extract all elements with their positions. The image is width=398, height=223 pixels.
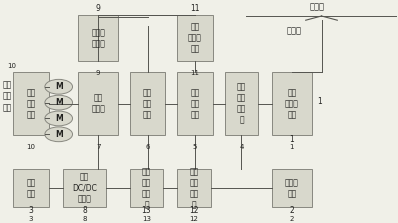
Text: 第一
预充
电装
置: 第一 预充 电装 置 xyxy=(237,83,246,125)
Text: M: M xyxy=(55,114,62,123)
FancyBboxPatch shape xyxy=(78,72,118,135)
Text: 6: 6 xyxy=(145,144,150,150)
Text: 2: 2 xyxy=(289,206,294,215)
Text: M: M xyxy=(55,98,62,107)
FancyBboxPatch shape xyxy=(130,72,166,135)
FancyBboxPatch shape xyxy=(272,169,312,207)
Text: 储能
装置: 储能 装置 xyxy=(26,178,36,198)
Text: 10: 10 xyxy=(7,63,16,69)
Text: 过压抑
制电路: 过压抑 制电路 xyxy=(91,28,105,48)
FancyBboxPatch shape xyxy=(62,169,106,207)
Text: 四象
限整
流器: 四象 限整 流器 xyxy=(190,88,200,119)
Circle shape xyxy=(45,95,72,110)
Text: 2: 2 xyxy=(290,216,294,222)
Text: 1: 1 xyxy=(290,144,294,150)
Text: 12: 12 xyxy=(189,216,199,222)
FancyBboxPatch shape xyxy=(78,15,118,61)
Text: 第三
预充
电装
置: 第三 预充 电装 置 xyxy=(142,167,151,209)
FancyBboxPatch shape xyxy=(177,15,213,61)
Text: 12: 12 xyxy=(189,206,199,215)
Text: 10: 10 xyxy=(27,144,35,150)
Text: 牵引
变压器
接口: 牵引 变压器 接口 xyxy=(285,88,299,119)
Circle shape xyxy=(45,79,72,94)
Text: 受电弓: 受电弓 xyxy=(286,26,301,35)
FancyBboxPatch shape xyxy=(225,72,258,135)
FancyBboxPatch shape xyxy=(177,72,213,135)
Text: 双向
DC/DC
斩波器: 双向 DC/DC 斩波器 xyxy=(72,173,97,204)
Text: 1: 1 xyxy=(289,135,294,144)
Text: 1: 1 xyxy=(318,97,322,106)
FancyBboxPatch shape xyxy=(177,169,211,207)
Text: 4: 4 xyxy=(239,144,244,150)
Text: 牵引
逆变器: 牵引 逆变器 xyxy=(91,94,105,114)
Text: 11: 11 xyxy=(191,70,199,76)
Text: 辅助
变流器
接口: 辅助 变流器 接口 xyxy=(188,23,202,54)
Circle shape xyxy=(45,111,72,126)
FancyBboxPatch shape xyxy=(13,169,49,207)
Text: 3: 3 xyxy=(29,206,33,215)
Text: 第二
预充
电装
置: 第二 预充 电装 置 xyxy=(189,167,199,209)
Text: 中间
直流
环节: 中间 直流 环节 xyxy=(143,88,152,119)
Text: 8: 8 xyxy=(82,216,87,222)
Text: 11: 11 xyxy=(190,4,200,13)
FancyBboxPatch shape xyxy=(13,72,49,135)
Text: M: M xyxy=(55,82,62,91)
Text: 8: 8 xyxy=(82,206,87,215)
Text: 3: 3 xyxy=(29,216,33,222)
Text: 5: 5 xyxy=(193,144,197,150)
Text: 13: 13 xyxy=(142,206,151,215)
Text: M: M xyxy=(55,130,62,139)
Text: 牵引
电机
接口: 牵引 电机 接口 xyxy=(26,88,36,119)
Text: 9: 9 xyxy=(96,70,100,76)
Text: 13: 13 xyxy=(142,216,151,222)
Text: 牵引
电机
接口: 牵引 电机 接口 xyxy=(2,81,12,112)
Text: 7: 7 xyxy=(96,144,100,150)
FancyBboxPatch shape xyxy=(130,169,164,207)
Circle shape xyxy=(45,127,72,142)
Text: 9: 9 xyxy=(96,4,101,13)
Text: 动力包
接口: 动力包 接口 xyxy=(285,178,299,198)
FancyBboxPatch shape xyxy=(272,72,312,135)
Text: 接触网: 接触网 xyxy=(310,3,325,12)
